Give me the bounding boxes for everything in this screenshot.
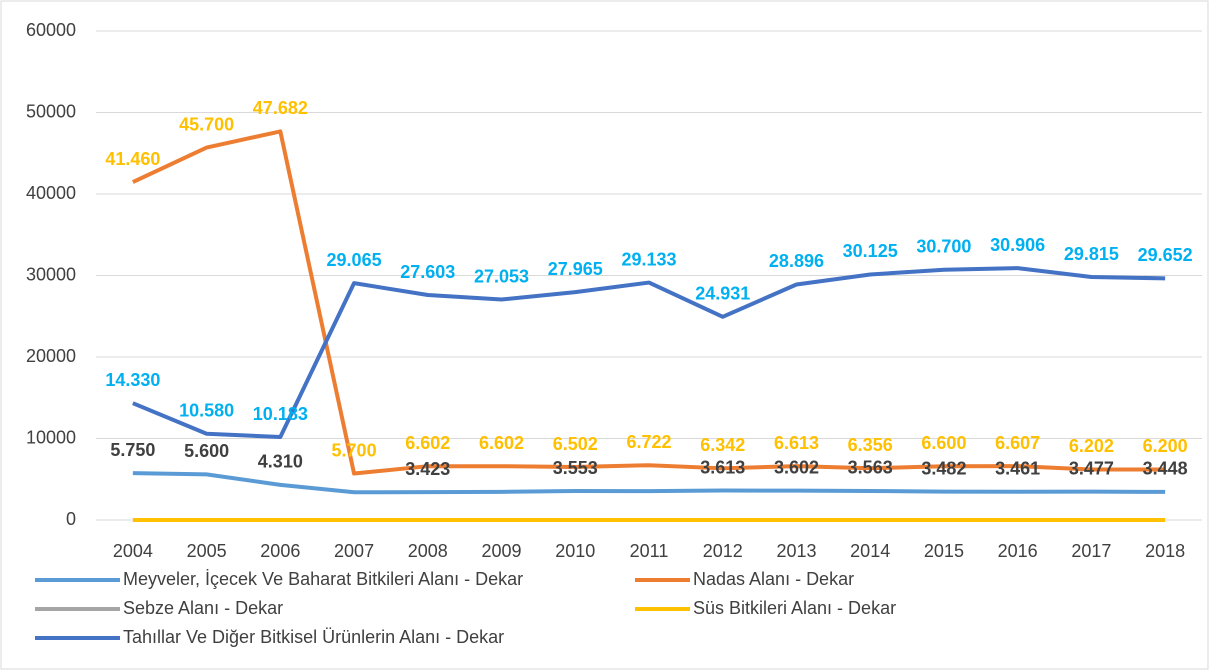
data-label: 3.482 bbox=[921, 458, 966, 478]
data-label: 6.602 bbox=[479, 433, 524, 453]
data-label: 10.580 bbox=[179, 401, 234, 421]
data-label: 27.603 bbox=[400, 262, 455, 282]
data-label: 5.750 bbox=[110, 440, 155, 460]
data-label: 6.607 bbox=[995, 433, 1040, 453]
data-label: 6.342 bbox=[700, 435, 745, 455]
data-label: 3.553 bbox=[553, 458, 598, 478]
data-label: 6.202 bbox=[1069, 436, 1114, 456]
y-tick-label: 0 bbox=[66, 509, 76, 529]
data-label: 4.310 bbox=[258, 452, 303, 472]
legend-label: Meyveler, İçecek Ve Baharat Bitkileri Al… bbox=[123, 569, 523, 589]
x-tick-label: 2004 bbox=[113, 541, 153, 561]
legend-label: Sebze Alanı - Dekar bbox=[123, 598, 283, 618]
data-label: 5.700 bbox=[332, 440, 377, 460]
y-tick-label: 10000 bbox=[26, 427, 76, 447]
data-label: 6.502 bbox=[553, 434, 598, 454]
data-label: 45.700 bbox=[179, 114, 234, 134]
data-label: 6.356 bbox=[848, 435, 893, 455]
data-label: 3.423 bbox=[405, 459, 450, 479]
data-label: 30.906 bbox=[990, 235, 1045, 255]
x-tick-label: 2006 bbox=[260, 541, 300, 561]
data-label: 29.065 bbox=[327, 250, 382, 270]
data-label: 24.931 bbox=[695, 284, 750, 304]
legend-label: Süs Bitkileri Alanı - Dekar bbox=[693, 598, 896, 618]
x-tick-label: 2017 bbox=[1071, 541, 1111, 561]
data-label: 6.602 bbox=[405, 433, 450, 453]
series-line bbox=[132, 266, 1166, 440]
x-tick-label: 2009 bbox=[482, 541, 522, 561]
data-label: 14.330 bbox=[105, 370, 160, 390]
y-tick-label: 50000 bbox=[26, 101, 76, 121]
data-label: 3.602 bbox=[774, 457, 819, 477]
data-label: 6.722 bbox=[626, 432, 671, 452]
y-tick-label: 60000 bbox=[26, 20, 76, 40]
data-label: 29.652 bbox=[1138, 245, 1193, 265]
legend-label: Tahıllar Ve Diğer Bitkisel Ürünlerin Ala… bbox=[123, 627, 504, 647]
y-tick-label: 20000 bbox=[26, 346, 76, 366]
x-tick-label: 2015 bbox=[924, 541, 964, 561]
series-line bbox=[132, 471, 1166, 495]
data-label: 30.125 bbox=[843, 241, 898, 261]
x-tick-label: 2016 bbox=[998, 541, 1038, 561]
data-label: 6.600 bbox=[921, 433, 966, 453]
data-label: 6.613 bbox=[774, 433, 819, 453]
x-tick-label: 2014 bbox=[850, 541, 890, 561]
data-label: 30.700 bbox=[916, 237, 971, 257]
data-label: 3.448 bbox=[1143, 459, 1188, 479]
data-label: 3.613 bbox=[700, 457, 745, 477]
data-label: 27.053 bbox=[474, 266, 529, 286]
x-tick-label: 2007 bbox=[334, 541, 374, 561]
data-label: 41.460 bbox=[105, 149, 160, 169]
x-tick-label: 2013 bbox=[776, 541, 816, 561]
x-tick-label: 2018 bbox=[1145, 541, 1185, 561]
data-label: 5.600 bbox=[184, 441, 229, 461]
x-tick-label: 2012 bbox=[703, 541, 743, 561]
x-tick-label: 2005 bbox=[187, 541, 227, 561]
y-tick-label: 30000 bbox=[26, 264, 76, 284]
data-label: 27.965 bbox=[548, 259, 603, 279]
data-label: 6.200 bbox=[1143, 436, 1188, 456]
y-tick-label: 40000 bbox=[26, 183, 76, 203]
x-tick-label: 2011 bbox=[630, 541, 669, 561]
data-label: 28.896 bbox=[769, 251, 824, 271]
data-label: 47.682 bbox=[253, 98, 308, 118]
series-line bbox=[132, 129, 1166, 476]
legend-label: Nadas Alanı - Dekar bbox=[693, 569, 854, 589]
data-label: 29.815 bbox=[1064, 244, 1119, 264]
data-label: 3.461 bbox=[995, 459, 1040, 479]
x-tick-label: 2010 bbox=[555, 541, 595, 561]
data-label: 29.133 bbox=[621, 249, 676, 269]
x-tick-label: 2008 bbox=[408, 541, 448, 561]
data-label: 3.477 bbox=[1069, 458, 1114, 478]
data-label: 3.563 bbox=[848, 458, 893, 478]
data-label: 10.183 bbox=[253, 404, 308, 424]
